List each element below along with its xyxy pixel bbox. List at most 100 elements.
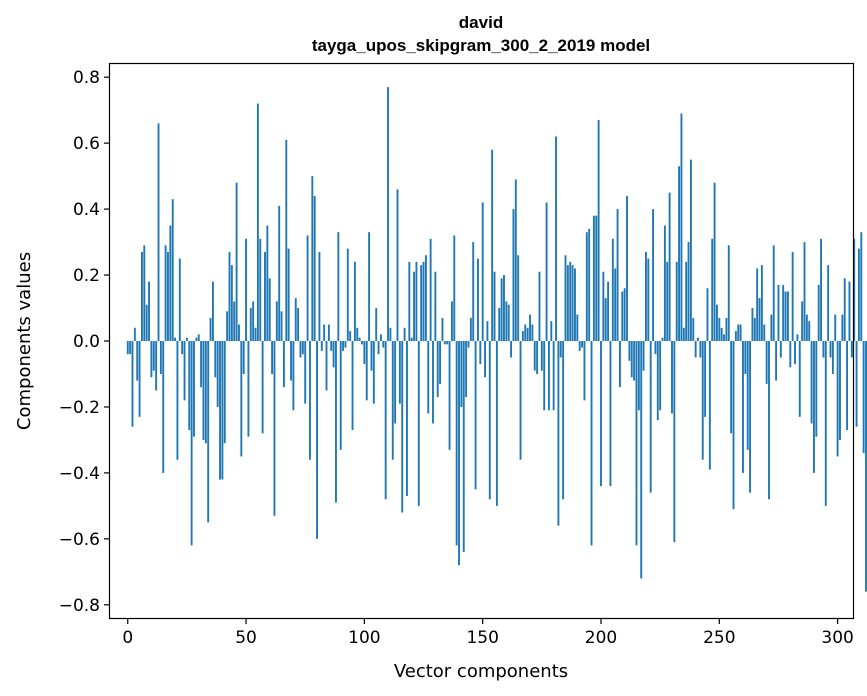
bar [675,261,678,341]
bar [588,228,591,341]
bar [555,136,557,341]
bar [474,341,477,490]
bar [304,341,307,404]
bar [150,341,153,378]
x-tick-label: 300 [821,628,853,648]
y-tick-label: −0.4 [59,464,100,484]
bar [789,341,792,368]
bar [545,202,548,341]
bar [176,341,179,460]
bar [401,341,404,513]
bar [718,317,721,341]
bar [663,225,666,341]
bar [798,341,801,417]
x-tick-label: 0 [122,628,133,648]
bar [169,225,172,341]
bar [730,341,733,434]
bar [637,341,640,411]
bar [566,265,569,341]
bar [618,341,621,388]
bar [278,205,281,341]
bar [571,265,574,341]
bar [810,341,813,424]
bar [408,261,411,341]
bar [597,120,600,341]
bar [185,337,188,341]
x-tick-label: 50 [235,628,257,648]
bar [379,334,382,341]
bar [739,324,742,341]
bar [559,341,562,358]
bar [389,327,392,341]
bar [450,301,453,341]
bar [564,255,567,341]
bar [697,337,699,341]
bar [162,341,165,473]
y-tick-label: 0.6 [73,134,100,154]
y-tick-label: −0.6 [59,530,100,550]
bar [777,284,780,341]
bar [708,341,711,470]
bar [621,291,624,341]
bar [436,341,439,398]
bar [221,341,224,480]
bar [704,341,707,417]
bar [614,268,617,341]
bar [129,341,132,355]
bar [460,341,463,407]
bar [694,341,697,358]
bar [791,251,794,341]
bar [661,337,664,341]
bar [649,341,652,493]
bar [692,317,695,341]
bar [264,251,266,341]
bar [467,341,470,348]
bar [746,341,749,450]
bar [557,341,560,526]
bar [382,341,385,348]
bar [491,149,494,341]
bar [403,327,406,341]
bar [233,301,236,341]
bar [701,341,704,460]
bar [685,261,688,341]
bar [749,341,752,493]
bar [193,341,195,437]
bar [325,341,328,391]
bar [652,209,654,341]
bar [815,341,818,437]
bar [259,238,262,341]
bar [394,341,397,424]
bar [604,298,607,341]
bar [273,341,276,516]
bar [455,341,458,546]
x-tick-label: 150 [466,628,498,648]
bar [219,341,221,480]
bar [131,341,134,427]
bar [282,341,285,388]
bar [479,341,482,365]
bar [290,341,292,381]
bar [339,341,342,450]
bar [855,341,858,427]
bars-group [126,87,867,592]
bar [155,341,158,391]
bar [673,341,676,543]
bar [772,245,775,341]
bar [344,341,347,348]
bar [183,341,186,401]
bar [611,238,614,341]
bar [167,251,169,341]
bar [268,278,271,341]
bar [309,341,311,460]
bar [443,341,446,345]
bar [441,317,444,341]
bar [517,255,520,341]
bar [645,251,647,341]
bar [666,261,669,341]
bar [377,341,380,355]
bar [848,281,851,341]
y-tick-label: 0.8 [73,68,100,88]
bar [368,232,371,341]
bar [195,337,198,341]
